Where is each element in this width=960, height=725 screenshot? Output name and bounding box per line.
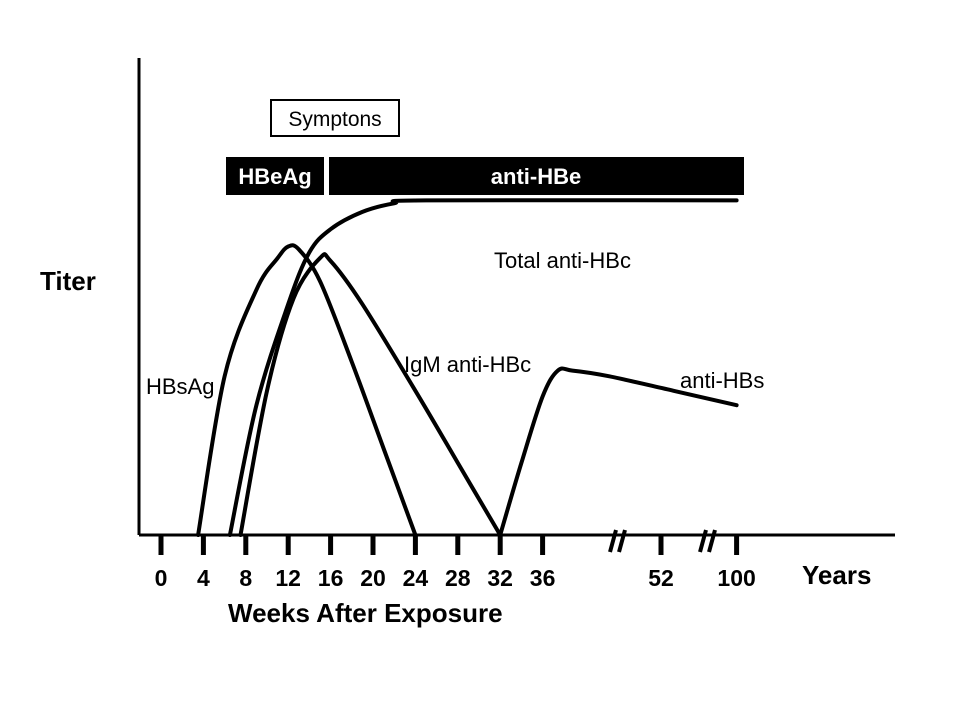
x-tick-label: 100 xyxy=(717,565,755,591)
series-label-hbsag: HBsAg xyxy=(146,374,214,399)
series-line-igm-anti-hbc xyxy=(238,252,503,537)
x-tick-label: 32 xyxy=(487,565,513,591)
series-line-hbsag xyxy=(196,243,418,537)
hbeag-bar-label: HBeAg xyxy=(238,164,311,189)
axis-break-mark xyxy=(698,529,717,553)
y-axis-label: Titer xyxy=(40,266,96,296)
symptoms-annotation: Symptons xyxy=(270,99,400,137)
series-curves xyxy=(196,198,739,537)
series-label-total-anti-hbc: Total anti-HBc xyxy=(494,248,631,273)
series-label-anti-hbs: anti-HBs xyxy=(680,368,764,393)
x-tick-label: 16 xyxy=(318,565,344,591)
anti-hbe-bar: anti-HBe xyxy=(329,157,744,195)
x-ticks: 0 4 8 12 16 20 24 28 32 36 52 100 xyxy=(155,535,756,591)
axis-break-mark xyxy=(608,529,627,553)
series-line-total-anti-hbc xyxy=(227,198,739,537)
x-tick-label: 52 xyxy=(648,565,674,591)
symptoms-label: Symptons xyxy=(288,108,381,131)
series-label-igm-anti-hbc: IgM anti-HBc xyxy=(404,352,531,377)
x-tick-label: 36 xyxy=(530,565,556,591)
x-tick-label: 24 xyxy=(403,565,429,591)
x-tick-label: 4 xyxy=(197,565,210,591)
series-line-anti-hbs xyxy=(498,366,739,537)
x-tick-label: 20 xyxy=(360,565,386,591)
x-tick-label: 8 xyxy=(239,565,252,591)
x-tick-label: 28 xyxy=(445,565,471,591)
x-tick-label: 0 xyxy=(155,565,168,591)
x-unit-label: Years xyxy=(802,560,871,590)
anti-hbe-bar-label: anti-HBe xyxy=(491,164,581,189)
x-tick-label: 12 xyxy=(275,565,301,591)
x-axis-label: Weeks After Exposure xyxy=(228,598,503,628)
hbeag-bar: HBeAg xyxy=(226,157,324,195)
